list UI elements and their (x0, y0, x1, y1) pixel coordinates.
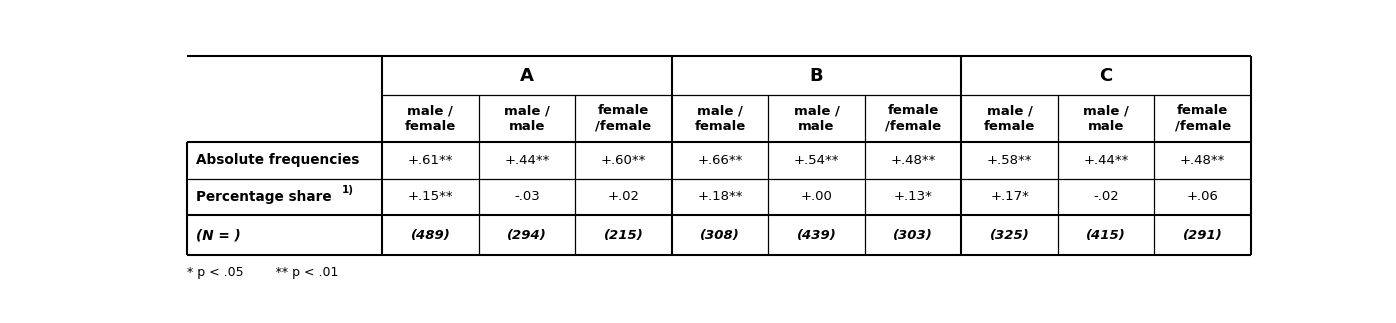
Text: B: B (810, 67, 824, 85)
Text: +.58**: +.58** (987, 154, 1033, 167)
Text: A: A (519, 67, 533, 85)
Text: (308): (308) (701, 229, 740, 242)
Text: +.44**: +.44** (1083, 154, 1129, 167)
Text: (489): (489) (410, 229, 451, 242)
Text: 1): 1) (342, 185, 355, 195)
Text: +.54**: +.54** (794, 154, 839, 167)
Text: -.02: -.02 (1093, 191, 1120, 203)
Text: +.13*: +.13* (893, 191, 933, 203)
Text: male /
female: male / female (984, 104, 1036, 133)
Text: (N = ): (N = ) (195, 228, 242, 242)
Text: (415): (415) (1086, 229, 1127, 242)
Text: +.00: +.00 (801, 191, 832, 203)
Text: +.15**: +.15** (408, 191, 454, 203)
Text: female
/female: female /female (1174, 104, 1231, 133)
Text: male /
male: male / male (504, 104, 550, 133)
Text: (439): (439) (797, 229, 836, 242)
Text: +.48**: +.48** (1180, 154, 1226, 167)
Text: Absolute frequencies: Absolute frequencies (195, 153, 360, 167)
Text: (294): (294) (507, 229, 547, 242)
Text: (303): (303) (893, 229, 933, 242)
Text: +.06: +.06 (1187, 191, 1219, 203)
Text: C: C (1100, 67, 1113, 85)
Text: female
/female: female /female (596, 104, 652, 133)
Text: +.17*: +.17* (990, 191, 1029, 203)
Text: +.48**: +.48** (891, 154, 935, 167)
Text: female
/female: female /female (885, 104, 941, 133)
Text: * p < .05        ** p < .01: * p < .05 ** p < .01 (187, 266, 339, 279)
Text: +.60**: +.60** (600, 154, 646, 167)
Text: male /
female: male / female (405, 104, 456, 133)
Text: -.03: -.03 (514, 191, 540, 203)
Text: +.61**: +.61** (408, 154, 454, 167)
Text: Percentage share: Percentage share (195, 190, 332, 204)
Text: male /
male: male / male (793, 104, 839, 133)
Text: +.66**: +.66** (698, 154, 743, 167)
Text: (215): (215) (603, 229, 644, 242)
Text: (291): (291) (1182, 229, 1223, 242)
Text: +.18**: +.18** (697, 191, 743, 203)
Text: +.02: +.02 (607, 191, 639, 203)
Text: male /
female: male / female (694, 104, 745, 133)
Text: (325): (325) (990, 229, 1029, 242)
Text: male /
male: male / male (1083, 104, 1129, 133)
Text: +.44**: +.44** (504, 154, 550, 167)
